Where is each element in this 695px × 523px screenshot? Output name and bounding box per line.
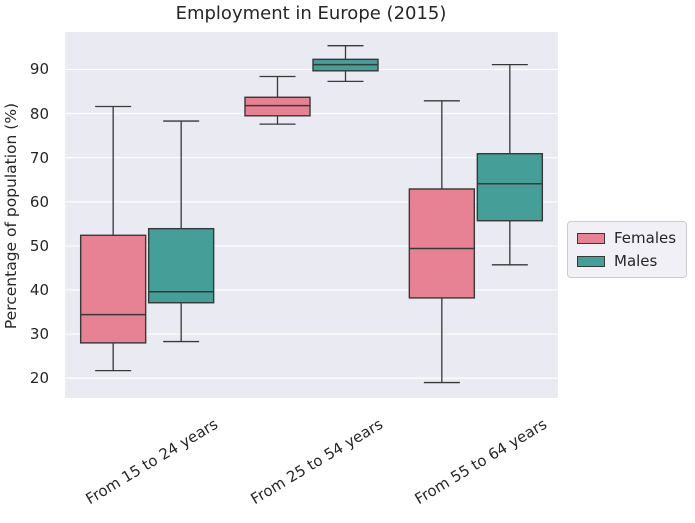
y-tick-label: 80 — [29, 104, 49, 123]
box-females-0 — [79, 234, 147, 344]
box-females-2 — [408, 188, 476, 299]
axes-background — [65, 32, 558, 398]
y-tick-label: 20 — [29, 369, 49, 388]
box-males-0 — [147, 227, 215, 304]
y-tick-label: 30 — [29, 325, 49, 344]
box-females-1 — [244, 96, 311, 117]
y-tick-label: 40 — [29, 280, 49, 299]
females-color-swatch — [577, 232, 605, 244]
y-tick-label: 50 — [29, 236, 49, 255]
legend-label-females: Females — [614, 229, 677, 247]
y-tick-label: 70 — [29, 148, 49, 167]
y-tick-label: 60 — [29, 192, 49, 211]
legend-label-males: Males — [614, 252, 658, 270]
chart-title: Employment in Europe (2015) — [175, 3, 447, 24]
y-tick-label: 90 — [29, 60, 49, 79]
box-males-2 — [476, 153, 544, 222]
legend-item-females: Females — [577, 229, 676, 247]
males-color-swatch — [577, 255, 605, 267]
legend: Females Males — [567, 221, 688, 278]
legend-item-males: Males — [577, 252, 676, 270]
